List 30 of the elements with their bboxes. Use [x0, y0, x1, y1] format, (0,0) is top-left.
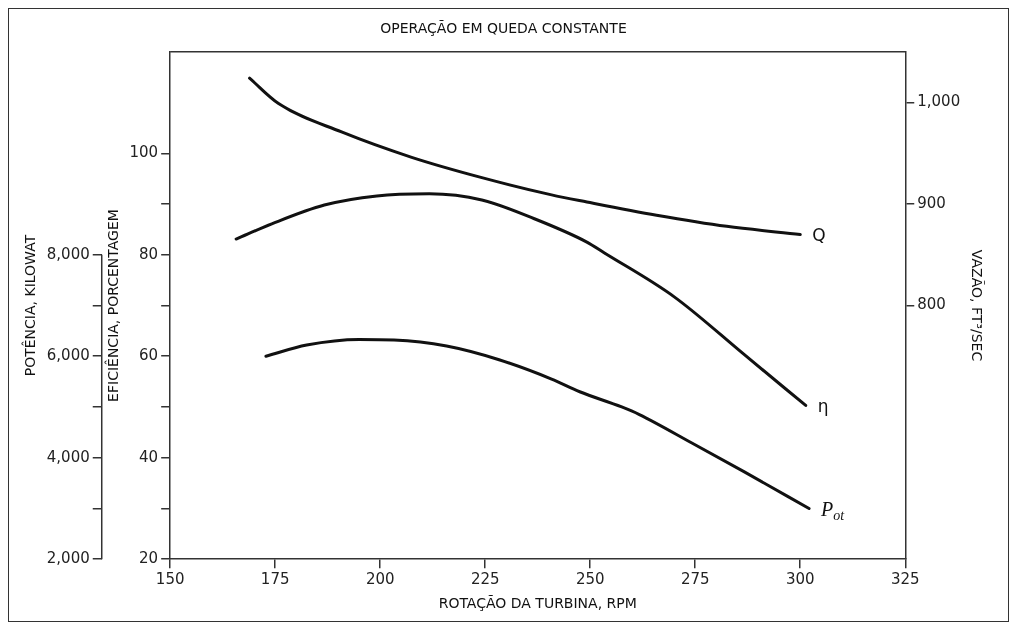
x-tick-label: 200 — [365, 570, 395, 589]
x-axis-title: ROTAÇÃO DA TURBINA, RPM — [438, 595, 637, 612]
y3-tick-label: 1,000 — [917, 92, 961, 111]
y-tick-label: 100 — [129, 143, 159, 162]
chart-title: OPERAÇÃO EM QUEDA CONSTANTE — [380, 20, 627, 37]
series-label: Q — [812, 224, 826, 245]
y-axis-title: EFICIÊNCIA, PORCENTAGEM — [103, 209, 121, 402]
y-tick-label: 60 — [139, 346, 159, 365]
y-tick-label: 40 — [139, 447, 159, 466]
x-tick-label: 150 — [155, 570, 185, 589]
y3-tick-label: 900 — [917, 193, 946, 212]
series-label: η — [817, 395, 829, 416]
x-tick-label: 300 — [785, 570, 815, 589]
line-series — [234, 192, 808, 407]
line-series — [248, 76, 802, 236]
y-tick-label: 20 — [139, 549, 159, 568]
x-tick-label: 175 — [260, 570, 290, 589]
y3-axis-title: VAZÃO, FT³/SEC — [968, 249, 985, 362]
x-tick-label: 325 — [890, 570, 920, 589]
x-tick-label: 250 — [575, 570, 605, 589]
y2-tick-label: 8,000 — [46, 244, 90, 263]
y2-axis-title: POTÊNCIA, KILOWAT — [21, 234, 39, 377]
y3-tick-label: 800 — [917, 295, 946, 314]
x-tick-label: 225 — [470, 570, 500, 589]
x-tick-label: 275 — [680, 570, 710, 589]
y2-tick-label: 6,000 — [46, 346, 90, 365]
y-tick-label: 80 — [139, 244, 159, 263]
y2-tick-label: 4,000 — [46, 447, 90, 466]
y2-tick-label: 2,000 — [46, 549, 90, 568]
line-series — [264, 338, 811, 510]
